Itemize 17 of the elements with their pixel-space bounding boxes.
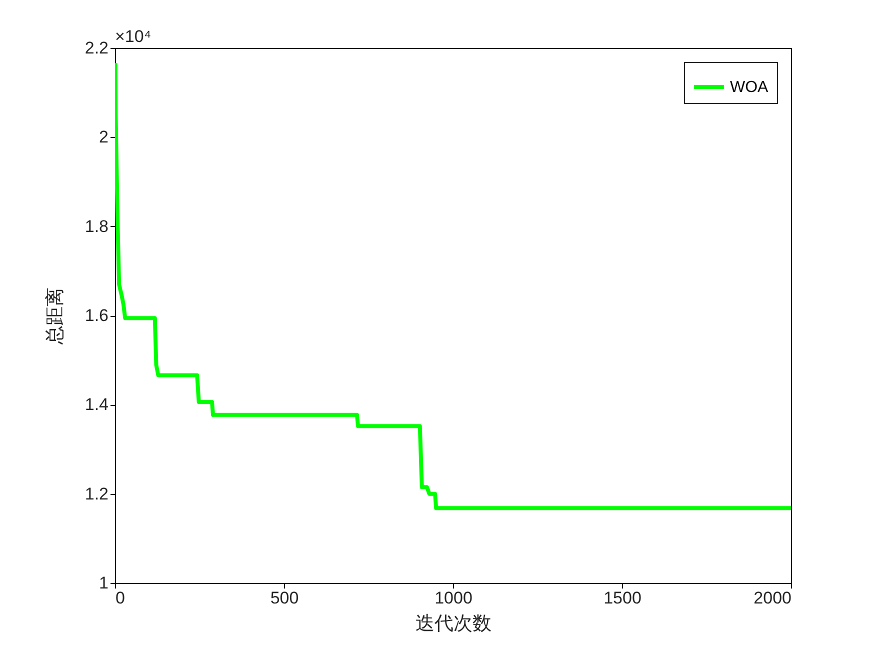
x-tick-label: 1500 [604, 588, 642, 608]
y-tick-label: 1.4 [84, 395, 108, 414]
line-series [115, 61, 791, 510]
y-tick-label: 2 [99, 128, 108, 147]
x-axis-title: 迭代次数 [416, 614, 492, 634]
y-axis-title: 总距离 [44, 288, 66, 346]
x-tick-label: 0 [116, 588, 125, 608]
x-tick-label: 1000 [434, 588, 472, 608]
text: ×10⁴ [115, 27, 152, 46]
x-tick-label: 500 [270, 588, 299, 608]
y-tick-label: 1.2 [84, 484, 108, 504]
y-tick-label: 1 [99, 574, 108, 592]
y-tick-label: 1.6 [84, 306, 108, 325]
legend-label: WOA [730, 79, 769, 96]
x-tick-label: 2000 [754, 588, 792, 608]
y-tick-label: 1.8 [84, 216, 108, 236]
y-tick-label: 2.2 [84, 38, 108, 58]
